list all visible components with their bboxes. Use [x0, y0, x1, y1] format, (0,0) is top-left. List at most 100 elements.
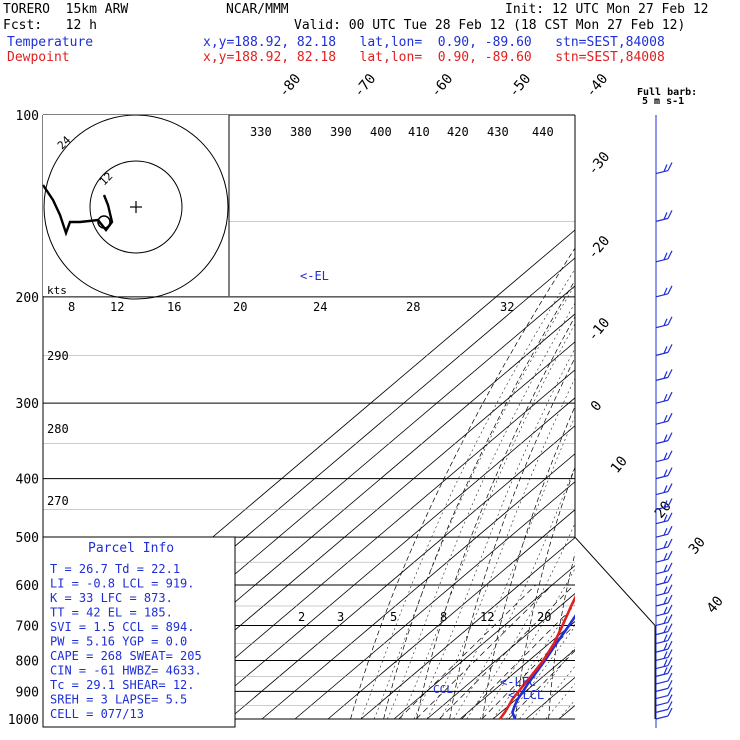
- wind-barb-flag: [667, 412, 673, 422]
- parcel-row: K = 33 LFC = 873.: [50, 591, 173, 605]
- wind-barb-flag: [667, 665, 673, 674]
- wind-barb-flag: [663, 659, 668, 667]
- mixing-ratio-label: 16: [167, 300, 181, 314]
- wind-barb-flag: [667, 701, 673, 710]
- wind-barb-staff: [655, 639, 669, 645]
- wind-barb-staff: [655, 376, 669, 381]
- wind-barb-flag: [663, 452, 668, 460]
- wind-barb-flag: [663, 414, 668, 423]
- moist-adiabat: [505, 625, 575, 720]
- wind-barb-staff: [655, 570, 669, 575]
- isotherm-line: [492, 648, 575, 720]
- wind-barb-flag: [667, 680, 673, 689]
- isotherm-line: [360, 537, 575, 720]
- parcel-row: LI = -0.8 LCL = 919.: [50, 577, 195, 591]
- isotherm-label: 0: [588, 398, 606, 415]
- wind-barb-staff: [655, 602, 669, 607]
- mixing-ratio-label: 24: [313, 300, 327, 314]
- wind-barb-flag: [667, 649, 673, 658]
- wind-barb-staff: [655, 520, 669, 525]
- wind-barb-flag: [667, 604, 673, 614]
- dry-adiabat: [383, 279, 575, 720]
- wind-barb: [655, 640, 673, 653]
- dry-adiabat: [582, 115, 740, 719]
- hodograph-ring-inner: [89, 160, 183, 254]
- wind-barb-staff: [655, 420, 669, 425]
- wind-barb: [655, 701, 673, 713]
- wind-barb-staff: [655, 672, 669, 677]
- temperature-legend: Temperature: [7, 35, 94, 50]
- wind-barb-flag: [667, 623, 673, 632]
- theta-label: 430: [487, 125, 509, 139]
- pressure-label: 900: [16, 685, 39, 700]
- wind-barb: [655, 162, 673, 175]
- pressure-label: 600: [16, 579, 39, 594]
- moist-adiabat: [373, 284, 575, 720]
- mixing-ratio-label: 3: [337, 610, 344, 624]
- wind-barb: [655, 210, 673, 222]
- wind-barb-flag: [663, 212, 668, 220]
- parcel-row: PW = 5.16 YGP = 0.0: [50, 635, 187, 649]
- isotherm-line: [294, 481, 575, 720]
- wind-barb-flag: [667, 707, 673, 717]
- barb-legend-title: Full barb:: [637, 87, 697, 98]
- parcel-row: SREH = 3 LAPSE= 5.5: [50, 693, 187, 707]
- pressure-label: 100: [16, 109, 39, 124]
- wind-barb-staff: [655, 546, 669, 551]
- mixing-ratio-label: 8: [68, 300, 75, 314]
- wind-barb-flag: [663, 667, 668, 675]
- wind-barb-flag: [663, 469, 668, 477]
- wind-barb: [655, 316, 673, 329]
- valid-time: Valid: 00 UTC Tue 28 Feb 12 (18 CST Mon …: [294, 18, 686, 33]
- wind-barb-flag: [663, 500, 668, 508]
- theta-label: 380: [290, 125, 312, 139]
- wind-barb-flag: [663, 606, 668, 615]
- wind-barb: [655, 450, 673, 463]
- isotherm-label: -20: [585, 233, 614, 263]
- wind-barb-flag: [667, 525, 673, 535]
- mixing-ratio-label: 12: [480, 610, 494, 624]
- wind-barb-flag: [663, 616, 668, 624]
- wind-barb-flag: [663, 287, 668, 296]
- parcel-row: SVI = 1.5 CCL = 894.: [50, 620, 195, 634]
- wind-barb-staff: [655, 533, 669, 538]
- wind-barb-staff: [655, 680, 669, 685]
- isotherm-line: [558, 704, 575, 720]
- wind-barb-staff: [655, 351, 669, 356]
- mixing-ratio-label: 20: [537, 610, 551, 624]
- isotherm-label: -60: [428, 71, 457, 101]
- hodograph-kts-label: kts: [47, 284, 67, 297]
- wind-barb-flag: [667, 450, 673, 459]
- wind-barb-flag: [667, 432, 673, 441]
- wind-barb: [655, 584, 673, 597]
- wind-barb-flag: [667, 687, 673, 696]
- parcel-row: CELL = 077/13: [50, 707, 144, 721]
- dry-adiabat: [515, 466, 575, 720]
- hodograph-trace: [42, 184, 114, 237]
- wind-barb-flag: [667, 512, 673, 521]
- wind-barb-flag: [663, 642, 668, 651]
- wind-barb: [655, 649, 673, 662]
- ccl-label: CCL: [433, 683, 453, 696]
- theta-label: 420: [447, 125, 469, 139]
- mixing-ratio-label: 32: [500, 300, 514, 314]
- isotherm-label: 20: [652, 498, 675, 521]
- wind-barb: [655, 432, 673, 445]
- wind-barb-flag: [663, 596, 668, 605]
- model-name: TORERO 15km ARW: [3, 2, 129, 17]
- dry-adiabat: [678, 115, 740, 719]
- mixing-ratio-label: 5: [390, 610, 397, 624]
- wind-barb-flag: [667, 162, 673, 171]
- moist-adiabat: [519, 647, 575, 720]
- wind-barb-flag: [667, 391, 673, 401]
- wind-barb: [655, 412, 673, 425]
- wind-barb-flag: [667, 550, 673, 560]
- wind-barb-flag: [663, 527, 668, 536]
- wind-barb: [655, 623, 673, 636]
- wind-barb: [655, 498, 673, 511]
- wind-barb-flag: [667, 640, 673, 650]
- moist-adiabat: [413, 347, 575, 720]
- moist-adiabat: [439, 415, 575, 720]
- dry-adiabat-label: 280: [47, 422, 69, 436]
